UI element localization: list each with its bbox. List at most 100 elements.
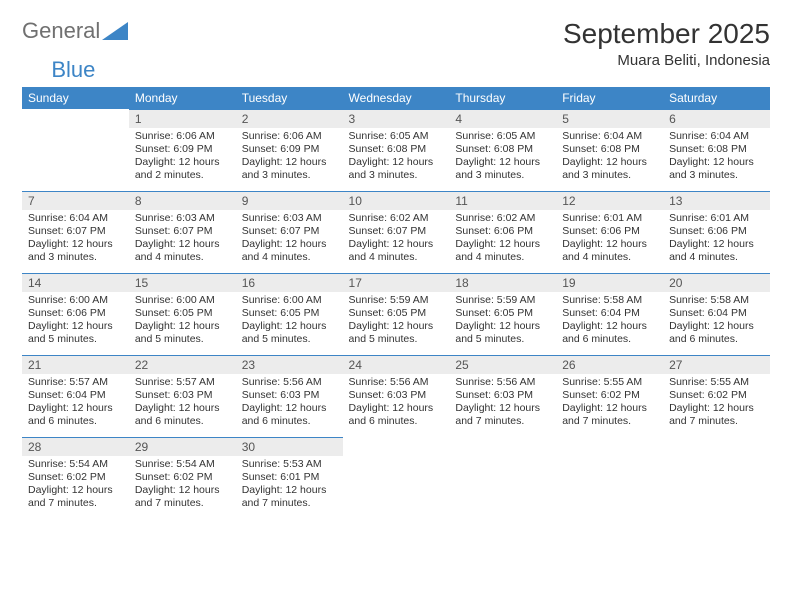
day-number: 9 [236, 191, 343, 210]
calendar-row: 1Sunrise: 6:06 AMSunset: 6:09 PMDaylight… [22, 109, 770, 191]
calendar-cell: 30Sunrise: 5:53 AMSunset: 6:01 PMDayligh… [236, 437, 343, 519]
day-details: Sunrise: 5:57 AMSunset: 6:03 PMDaylight:… [129, 374, 236, 433]
calendar-cell: 8Sunrise: 6:03 AMSunset: 6:07 PMDaylight… [129, 191, 236, 273]
calendar-cell: 27Sunrise: 5:55 AMSunset: 6:02 PMDayligh… [663, 355, 770, 437]
calendar-cell [449, 437, 556, 519]
day-details: Sunrise: 6:00 AMSunset: 6:05 PMDaylight:… [129, 292, 236, 351]
day-number: 4 [449, 109, 556, 128]
day-number: 11 [449, 191, 556, 210]
day-details: Sunrise: 5:59 AMSunset: 6:05 PMDaylight:… [343, 292, 450, 351]
day-details: Sunrise: 5:54 AMSunset: 6:02 PMDaylight:… [129, 456, 236, 515]
day-details: Sunrise: 6:04 AMSunset: 6:08 PMDaylight:… [556, 128, 663, 187]
day-number: 3 [343, 109, 450, 128]
day-number: 12 [556, 191, 663, 210]
day-number: 15 [129, 273, 236, 292]
day-number: 26 [556, 355, 663, 374]
day-number: 6 [663, 109, 770, 128]
calendar-cell: 13Sunrise: 6:01 AMSunset: 6:06 PMDayligh… [663, 191, 770, 273]
day-number: 16 [236, 273, 343, 292]
day-details: Sunrise: 6:04 AMSunset: 6:07 PMDaylight:… [22, 210, 129, 269]
day-number: 30 [236, 437, 343, 456]
day-details: Sunrise: 6:05 AMSunset: 6:08 PMDaylight:… [449, 128, 556, 187]
day-number: 24 [343, 355, 450, 374]
calendar-body: 1Sunrise: 6:06 AMSunset: 6:09 PMDaylight… [22, 109, 770, 519]
calendar-cell: 19Sunrise: 5:58 AMSunset: 6:04 PMDayligh… [556, 273, 663, 355]
day-details: Sunrise: 5:59 AMSunset: 6:05 PMDaylight:… [449, 292, 556, 351]
calendar-row: 14Sunrise: 6:00 AMSunset: 6:06 PMDayligh… [22, 273, 770, 355]
calendar-cell: 25Sunrise: 5:56 AMSunset: 6:03 PMDayligh… [449, 355, 556, 437]
weekday-row: SundayMondayTuesdayWednesdayThursdayFrid… [22, 87, 770, 109]
day-number: 25 [449, 355, 556, 374]
day-number: 18 [449, 273, 556, 292]
weekday-saturday: Saturday [663, 87, 770, 109]
calendar-cell: 28Sunrise: 5:54 AMSunset: 6:02 PMDayligh… [22, 437, 129, 519]
day-details: Sunrise: 5:56 AMSunset: 6:03 PMDaylight:… [449, 374, 556, 433]
calendar-table: SundayMondayTuesdayWednesdayThursdayFrid… [22, 87, 770, 519]
calendar-cell: 22Sunrise: 5:57 AMSunset: 6:03 PMDayligh… [129, 355, 236, 437]
calendar-cell: 11Sunrise: 6:02 AMSunset: 6:06 PMDayligh… [449, 191, 556, 273]
weekday-friday: Friday [556, 87, 663, 109]
day-details: Sunrise: 6:04 AMSunset: 6:08 PMDaylight:… [663, 128, 770, 187]
day-number: 17 [343, 273, 450, 292]
calendar-cell: 26Sunrise: 5:55 AMSunset: 6:02 PMDayligh… [556, 355, 663, 437]
day-number: 20 [663, 273, 770, 292]
day-number: 14 [22, 273, 129, 292]
day-details: Sunrise: 5:53 AMSunset: 6:01 PMDaylight:… [236, 456, 343, 515]
day-number: 5 [556, 109, 663, 128]
day-number: 10 [343, 191, 450, 210]
day-details: Sunrise: 6:02 AMSunset: 6:06 PMDaylight:… [449, 210, 556, 269]
calendar-cell: 5Sunrise: 6:04 AMSunset: 6:08 PMDaylight… [556, 109, 663, 191]
day-number: 1 [129, 109, 236, 128]
calendar-cell: 12Sunrise: 6:01 AMSunset: 6:06 PMDayligh… [556, 191, 663, 273]
calendar-cell [556, 437, 663, 519]
day-details: Sunrise: 6:03 AMSunset: 6:07 PMDaylight:… [129, 210, 236, 269]
calendar-row: 28Sunrise: 5:54 AMSunset: 6:02 PMDayligh… [22, 437, 770, 519]
calendar-row: 21Sunrise: 5:57 AMSunset: 6:04 PMDayligh… [22, 355, 770, 437]
calendar-cell: 18Sunrise: 5:59 AMSunset: 6:05 PMDayligh… [449, 273, 556, 355]
calendar-head: SundayMondayTuesdayWednesdayThursdayFrid… [22, 87, 770, 109]
calendar-cell: 20Sunrise: 5:58 AMSunset: 6:04 PMDayligh… [663, 273, 770, 355]
brand-line2: GeBlue [22, 57, 770, 83]
day-number: 22 [129, 355, 236, 374]
day-number: 7 [22, 191, 129, 210]
brand-text-1: General [22, 18, 100, 44]
day-details: Sunrise: 5:55 AMSunset: 6:02 PMDaylight:… [556, 374, 663, 433]
calendar-cell: 23Sunrise: 5:56 AMSunset: 6:03 PMDayligh… [236, 355, 343, 437]
day-details: Sunrise: 6:01 AMSunset: 6:06 PMDaylight:… [663, 210, 770, 269]
brand-text-2: Blue [51, 57, 95, 82]
weekday-thursday: Thursday [449, 87, 556, 109]
day-number: 28 [22, 437, 129, 456]
month-title: September 2025 [563, 18, 770, 50]
calendar-cell: 29Sunrise: 5:54 AMSunset: 6:02 PMDayligh… [129, 437, 236, 519]
weekday-tuesday: Tuesday [236, 87, 343, 109]
calendar-cell: 16Sunrise: 6:00 AMSunset: 6:05 PMDayligh… [236, 273, 343, 355]
day-details: Sunrise: 6:06 AMSunset: 6:09 PMDaylight:… [236, 128, 343, 187]
day-details: Sunrise: 6:06 AMSunset: 6:09 PMDaylight:… [129, 128, 236, 187]
calendar-cell: 14Sunrise: 6:00 AMSunset: 6:06 PMDayligh… [22, 273, 129, 355]
day-details: Sunrise: 5:54 AMSunset: 6:02 PMDaylight:… [22, 456, 129, 515]
day-details: Sunrise: 5:58 AMSunset: 6:04 PMDaylight:… [663, 292, 770, 351]
calendar-cell: 2Sunrise: 6:06 AMSunset: 6:09 PMDaylight… [236, 109, 343, 191]
calendar-cell: 4Sunrise: 6:05 AMSunset: 6:08 PMDaylight… [449, 109, 556, 191]
day-details: Sunrise: 6:01 AMSunset: 6:06 PMDaylight:… [556, 210, 663, 269]
calendar-cell: 15Sunrise: 6:00 AMSunset: 6:05 PMDayligh… [129, 273, 236, 355]
day-number: 27 [663, 355, 770, 374]
day-number: 19 [556, 273, 663, 292]
day-number: 29 [129, 437, 236, 456]
day-details: Sunrise: 6:00 AMSunset: 6:05 PMDaylight:… [236, 292, 343, 351]
day-number: 23 [236, 355, 343, 374]
day-number: 13 [663, 191, 770, 210]
calendar-cell [663, 437, 770, 519]
day-details: Sunrise: 5:58 AMSunset: 6:04 PMDaylight:… [556, 292, 663, 351]
day-details: Sunrise: 5:56 AMSunset: 6:03 PMDaylight:… [236, 374, 343, 433]
day-number: 21 [22, 355, 129, 374]
calendar-cell: 17Sunrise: 5:59 AMSunset: 6:05 PMDayligh… [343, 273, 450, 355]
calendar-cell: 3Sunrise: 6:05 AMSunset: 6:08 PMDaylight… [343, 109, 450, 191]
calendar-cell: 7Sunrise: 6:04 AMSunset: 6:07 PMDaylight… [22, 191, 129, 273]
weekday-wednesday: Wednesday [343, 87, 450, 109]
day-details: Sunrise: 5:55 AMSunset: 6:02 PMDaylight:… [663, 374, 770, 433]
brand-logo: General [22, 18, 128, 44]
brand-triangle-icon [102, 22, 128, 40]
day-number: 2 [236, 109, 343, 128]
day-details: Sunrise: 6:02 AMSunset: 6:07 PMDaylight:… [343, 210, 450, 269]
